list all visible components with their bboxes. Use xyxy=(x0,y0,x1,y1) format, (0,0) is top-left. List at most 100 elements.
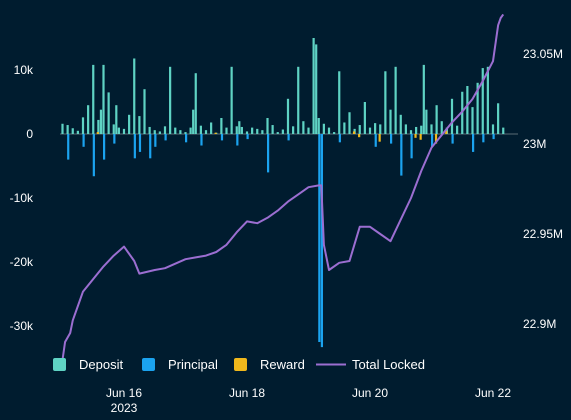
principal-bar[interactable] xyxy=(318,134,321,342)
reward-bar[interactable] xyxy=(96,132,99,134)
deposit-bar[interactable] xyxy=(425,109,428,134)
deposit-bar[interactable] xyxy=(368,127,372,134)
deposit-bar[interactable] xyxy=(471,107,474,134)
deposit-bar[interactable] xyxy=(192,109,195,134)
deposit-bar[interactable] xyxy=(112,124,115,134)
deposit-bar[interactable] xyxy=(379,124,382,134)
deposit-bar[interactable] xyxy=(238,121,241,134)
deposit-bar[interactable] xyxy=(440,121,443,134)
deposit-bar[interactable] xyxy=(394,66,397,134)
deposit-bar[interactable] xyxy=(158,131,161,134)
deposit-bar[interactable] xyxy=(92,64,95,134)
deposit-bar[interactable] xyxy=(374,123,377,134)
principal-bar[interactable] xyxy=(103,134,106,160)
principal-bar[interactable] xyxy=(374,134,377,147)
principal-bar[interactable] xyxy=(492,134,495,140)
legend-item-total-locked[interactable]: Total Locked xyxy=(316,357,425,372)
deposit-bar[interactable] xyxy=(307,127,310,134)
principal-bar[interactable] xyxy=(92,134,95,177)
deposit-bar[interactable] xyxy=(302,121,305,134)
deposit-bar[interactable] xyxy=(312,38,315,134)
deposit-bar[interactable] xyxy=(420,125,423,134)
deposit-bar[interactable] xyxy=(199,125,202,134)
deposit-bar[interactable] xyxy=(61,123,64,134)
deposit-bar[interactable] xyxy=(266,118,269,134)
deposit-bar[interactable] xyxy=(404,124,407,134)
principal-bar[interactable] xyxy=(482,134,485,143)
deposit-bar[interactable] xyxy=(117,127,120,134)
reward-bar[interactable] xyxy=(352,131,356,134)
deposit-bar[interactable] xyxy=(384,71,387,134)
deposit-bar[interactable] xyxy=(422,64,425,134)
reward-bar[interactable] xyxy=(434,134,438,144)
deposit-bar[interactable] xyxy=(225,127,228,134)
principal-bar[interactable] xyxy=(113,134,116,144)
principal-bar[interactable] xyxy=(133,134,136,159)
principal-bar[interactable] xyxy=(390,134,393,144)
deposit-bar[interactable] xyxy=(497,103,500,134)
deposit-bar[interactable] xyxy=(71,128,74,134)
principal-bar[interactable] xyxy=(82,134,85,147)
deposit-bar[interactable] xyxy=(450,98,454,134)
reward-bar[interactable] xyxy=(214,132,217,134)
principal-bar[interactable] xyxy=(236,134,239,146)
deposit-bar[interactable] xyxy=(466,86,469,134)
principal-bar[interactable] xyxy=(287,134,290,141)
deposit-bar[interactable] xyxy=(343,122,346,134)
deposit-bar[interactable] xyxy=(297,66,300,134)
deposit-bar[interactable] xyxy=(315,44,318,134)
reward-bar[interactable] xyxy=(445,130,448,134)
deposit-bar[interactable] xyxy=(97,119,100,134)
principal-bar[interactable] xyxy=(431,134,434,147)
reward-bar[interactable] xyxy=(378,134,381,142)
deposit-bar[interactable] xyxy=(261,130,264,134)
deposit-bar[interactable] xyxy=(115,105,118,134)
principal-bar[interactable] xyxy=(220,134,224,141)
deposit-bar[interactable] xyxy=(327,127,331,134)
deposit-bar[interactable] xyxy=(281,129,284,134)
deposit-bar[interactable] xyxy=(128,114,131,134)
deposit-bar[interactable] xyxy=(409,130,413,134)
principal-bar[interactable] xyxy=(185,134,188,143)
deposit-bar[interactable] xyxy=(169,66,172,134)
deposit-bar[interactable] xyxy=(220,118,223,134)
deposit-bar[interactable] xyxy=(138,116,141,134)
deposit-bar[interactable] xyxy=(256,128,259,134)
principal-bar[interactable] xyxy=(67,134,70,160)
legend-item-principal[interactable]: Principal xyxy=(142,357,218,372)
deposit-bar[interactable] xyxy=(491,124,495,134)
deposit-bar[interactable] xyxy=(363,102,366,134)
deposit-bar[interactable] xyxy=(230,66,233,134)
deposit-bar[interactable] xyxy=(348,112,351,134)
deposit-bar[interactable] xyxy=(430,124,433,134)
deposit-bar[interactable] xyxy=(189,127,192,134)
deposit-bar[interactable] xyxy=(286,98,290,134)
principal-bar[interactable] xyxy=(472,134,475,152)
deposit-bar[interactable] xyxy=(481,68,484,134)
deposit-bar[interactable] xyxy=(204,130,208,134)
deposit-bar[interactable] xyxy=(389,109,392,134)
principal-bar[interactable] xyxy=(267,134,270,173)
principal-bar[interactable] xyxy=(149,134,152,159)
deposit-bar[interactable] xyxy=(179,130,182,134)
deposit-bar[interactable] xyxy=(435,105,438,134)
deposit-bar[interactable] xyxy=(338,71,341,134)
deposit-bar[interactable] xyxy=(476,82,479,134)
reward-bar[interactable] xyxy=(414,134,417,138)
deposit-bar[interactable] xyxy=(153,130,156,134)
deposit-bar[interactable] xyxy=(133,58,136,135)
deposit-bar[interactable] xyxy=(148,126,151,134)
deposit-bar[interactable] xyxy=(251,127,254,134)
deposit-bar[interactable] xyxy=(240,126,243,134)
deposit-bar[interactable] xyxy=(81,117,85,134)
deposit-bar[interactable] xyxy=(399,114,402,134)
legend-item-deposit[interactable]: Deposit xyxy=(53,357,123,372)
deposit-bar[interactable] xyxy=(502,127,505,134)
deposit-bar[interactable] xyxy=(122,128,126,134)
deposit-bar[interactable] xyxy=(415,126,418,134)
total-locked-line[interactable] xyxy=(61,13,505,361)
deposit-bar[interactable] xyxy=(184,132,187,134)
principal-bar[interactable] xyxy=(338,134,341,143)
legend[interactable]: Deposit Principal Reward Total Locked xyxy=(53,357,425,372)
deposit-bar[interactable] xyxy=(292,126,295,134)
